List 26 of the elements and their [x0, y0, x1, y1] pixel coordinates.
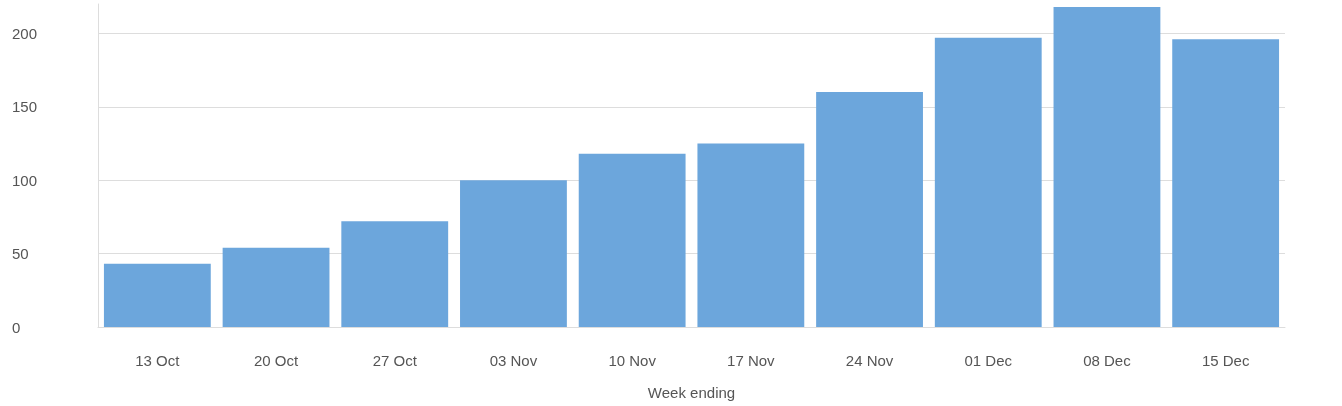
bar [1172, 39, 1280, 327]
x-tick-label: 20 Oct [253, 352, 299, 369]
y-tick-label: 0 [12, 318, 21, 336]
bar [1053, 6, 1161, 327]
bar [578, 153, 686, 327]
y-tick-label: 100 [12, 171, 38, 189]
x-tick-label: 15 Dec [1201, 352, 1250, 369]
y-tick-label: 50 [12, 245, 29, 263]
bar [934, 37, 1042, 327]
x-tick-label: 01 Dec [964, 352, 1013, 369]
x-axis-title: Week ending [647, 384, 736, 401]
x-tick-label: 27 Oct [372, 352, 418, 369]
bar [697, 143, 805, 327]
x-tick-label: 24 Nov [845, 352, 894, 369]
bar [460, 180, 567, 327]
bar [816, 92, 923, 327]
x-tick-label: 08 Dec [1083, 352, 1132, 369]
bar [222, 247, 330, 327]
x-tick-label: 17 Nov [727, 352, 776, 369]
x-tick-label: 13 Oct [135, 352, 181, 369]
bar [103, 263, 211, 327]
x-tick-label: 10 Nov [608, 352, 657, 369]
y-tick-label: 150 [12, 98, 38, 116]
bar [341, 221, 449, 327]
x-tick-label: 03 Nov [489, 352, 538, 369]
y-tick-label: 200 [12, 24, 38, 42]
